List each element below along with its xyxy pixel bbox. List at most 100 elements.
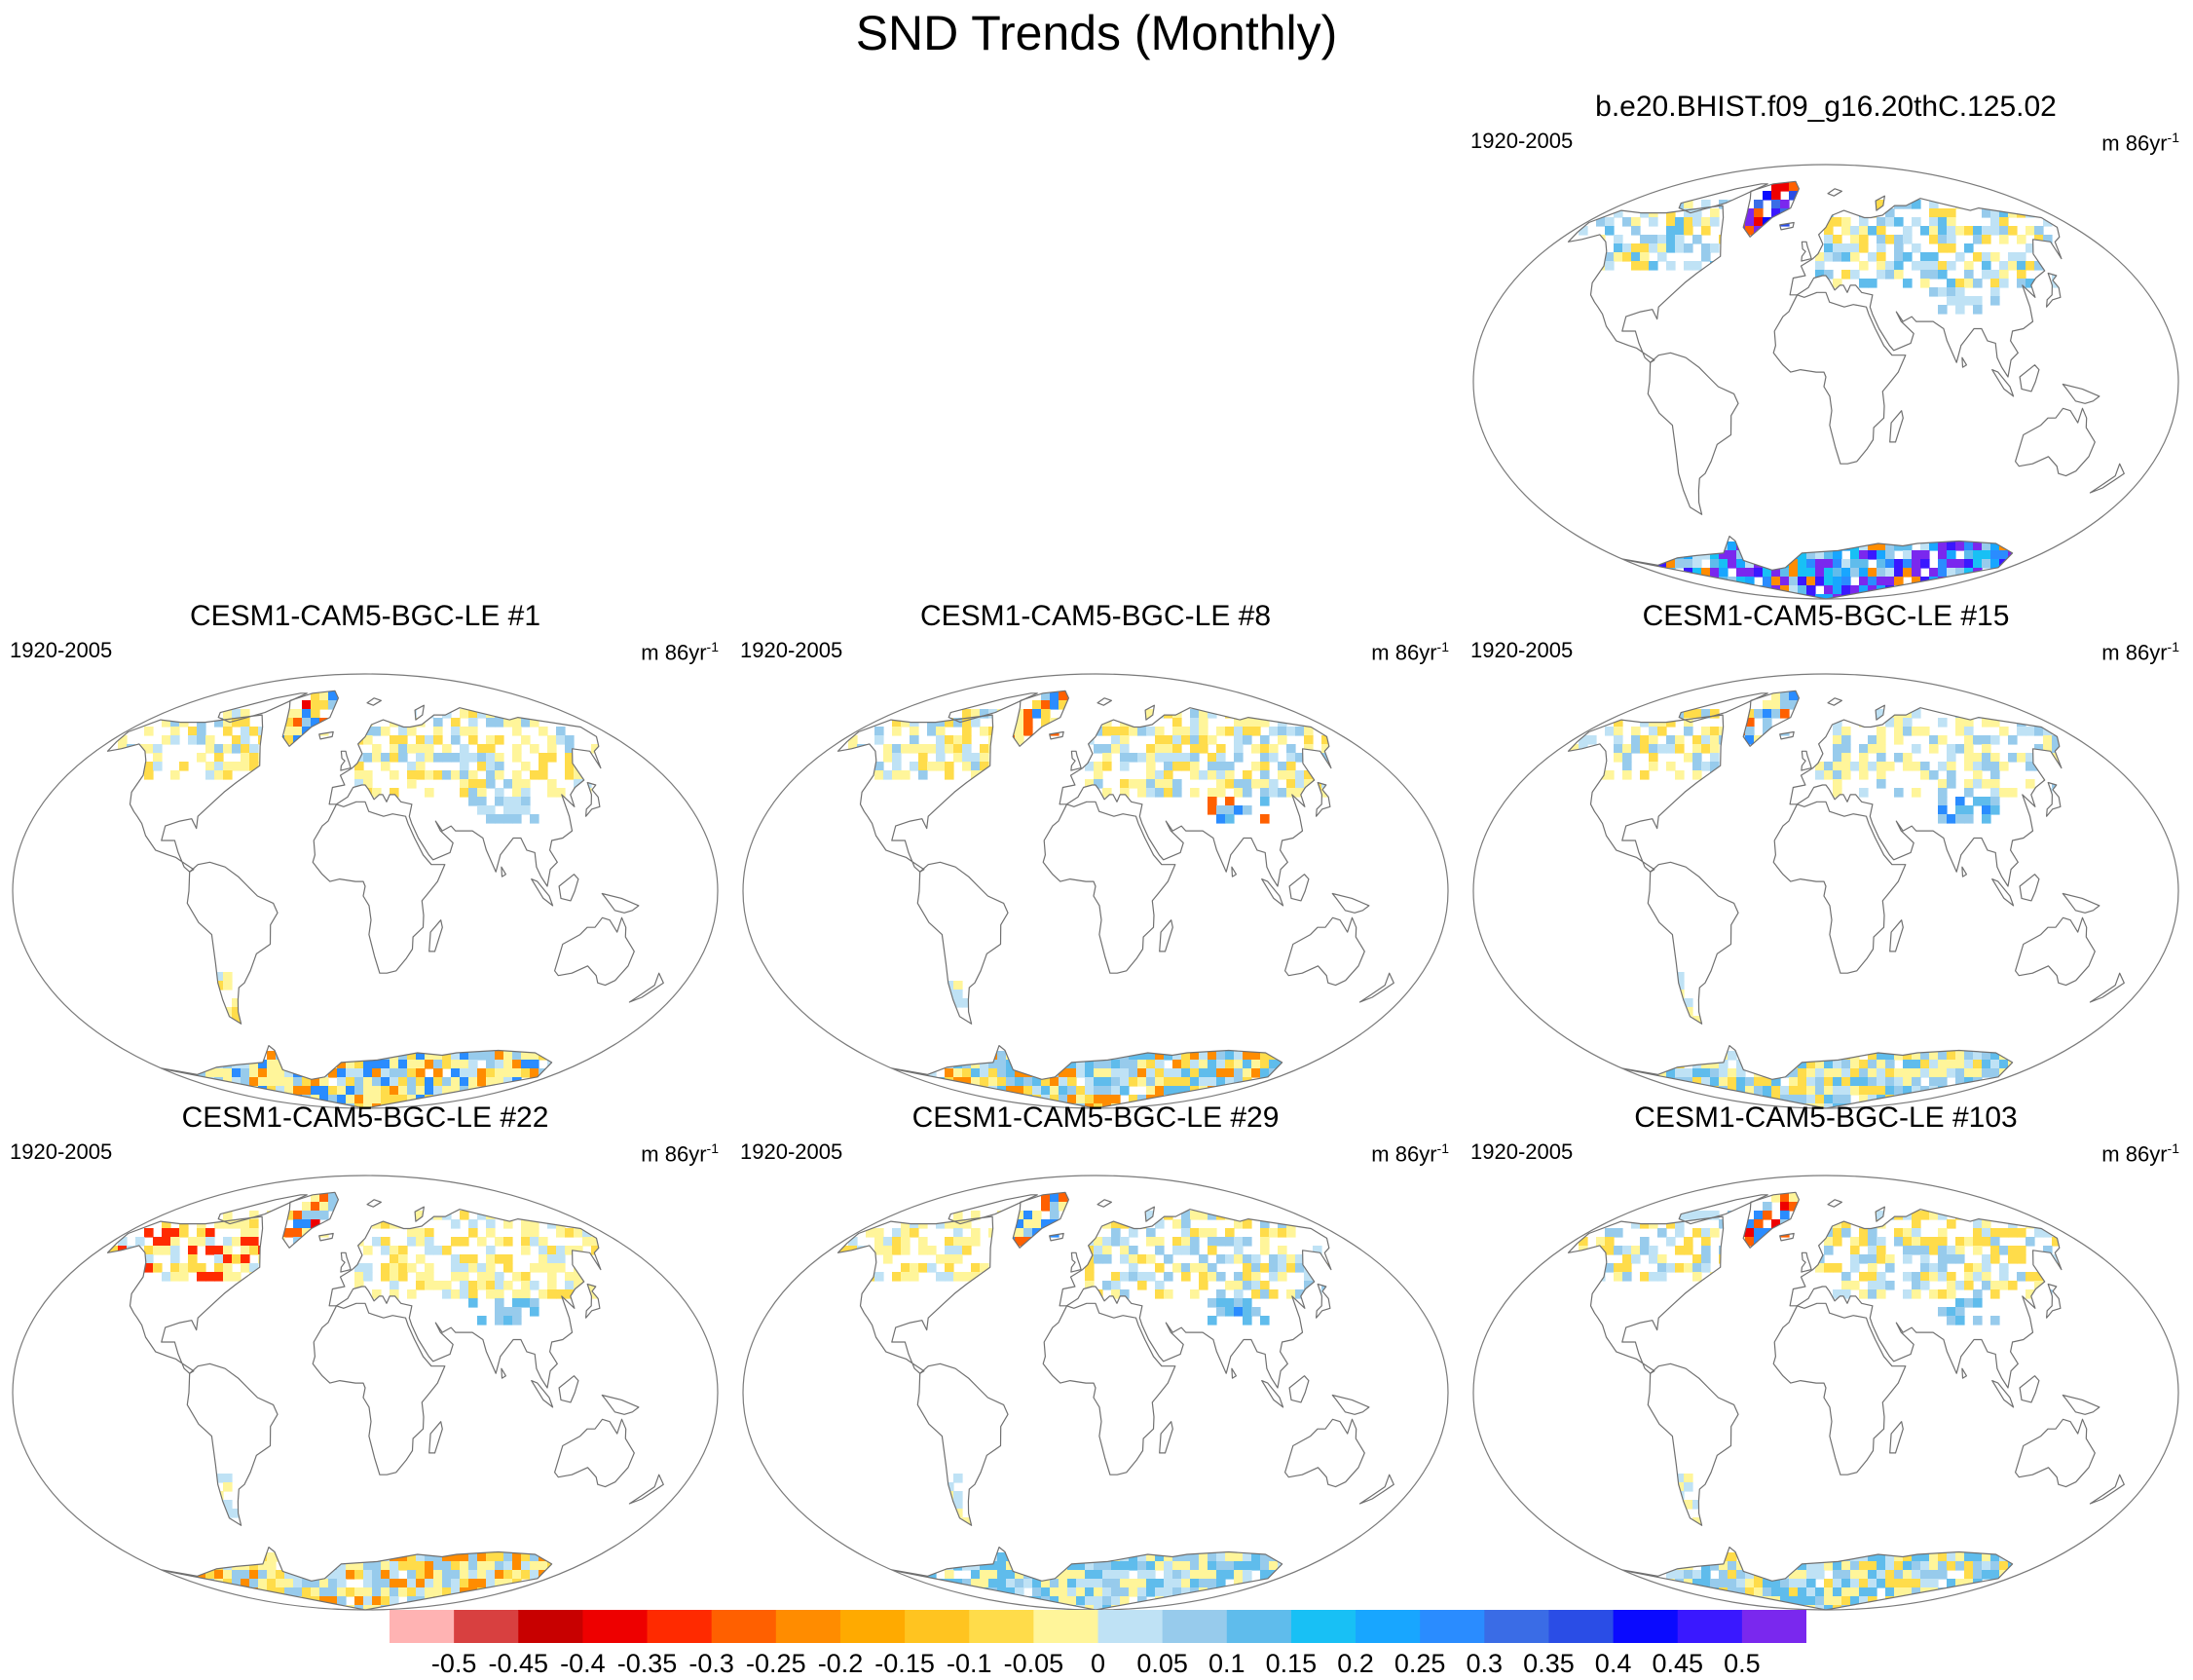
trend-field	[837, 691, 1393, 1108]
colorbar-swatch	[1097, 1610, 1164, 1643]
colorbar-swatch	[905, 1610, 970, 1643]
panel-title: CESM1-CAM5-BGC-LE #1	[189, 600, 541, 632]
coast-new-guinea	[601, 1394, 640, 1415]
coast-borneo	[2019, 364, 2040, 392]
colorbar-swatch	[390, 1610, 455, 1643]
coast-sumatra	[1261, 878, 1284, 907]
coast-arctic-isles	[217, 1194, 308, 1225]
coast-africa	[1772, 1302, 1907, 1475]
colorbar-swatch	[582, 1610, 648, 1643]
coast-madagascar	[1159, 919, 1173, 952]
coast-madagascar	[1889, 410, 1904, 443]
map-panel-member-1: CESM1-CAM5-BGC-LE #1 1920-2005 m 86yr-1	[0, 599, 730, 1110]
colorbar-tick-label: -0.2	[817, 1649, 864, 1678]
colorbar-tick-label: 0.2	[1337, 1649, 1374, 1678]
coast-iceland	[318, 1232, 334, 1242]
world-map	[12, 1175, 719, 1611]
coast-madagascar	[428, 919, 443, 952]
coast-australia	[1284, 916, 1365, 987]
panel-units: m 86yr-1	[2101, 130, 2179, 156]
colorbar-swatch	[1677, 1610, 1743, 1643]
colorbar-swatch	[1033, 1610, 1098, 1643]
panel-period: 1920-2005	[10, 638, 113, 662]
coast-japan	[1316, 781, 1331, 817]
map-panel-member-15: CESM1-CAM5-BGC-LE #15 1920-2005 m 86yr-1	[1461, 599, 2191, 1110]
coast-new-guinea	[1331, 1394, 1370, 1415]
coast-antarctica	[141, 1547, 553, 1610]
coast-australia	[2015, 407, 2096, 477]
coast-madagascar	[1889, 919, 1904, 952]
coast-borneo	[558, 874, 579, 902]
coast-africa	[312, 1302, 446, 1475]
map-border	[1472, 164, 2179, 600]
coast-novaya-zemlya	[1144, 1206, 1155, 1222]
world-map	[1472, 673, 2179, 1109]
coast-japan	[2046, 781, 2062, 817]
colorbar-swatch	[1290, 1610, 1357, 1643]
colorbar-swatch	[454, 1610, 519, 1643]
coast-australia	[2015, 916, 2096, 987]
map-panel-observed: b.e20.BHIST.f09_g16.20thC.125.02 1920-20…	[1461, 90, 2191, 601]
coast-antarctica	[872, 1045, 1283, 1108]
coast-iceland	[1779, 1232, 1795, 1242]
world-map	[1472, 164, 2179, 600]
coast-novaya-zemlya	[1875, 704, 1885, 721]
coast-south-america	[1647, 861, 1739, 1025]
colorbar-tick-label: -0.3	[688, 1649, 734, 1678]
panel-units: m 86yr-1	[1371, 1140, 1449, 1167]
panel-title: b.e20.BHIST.f09_g16.20thC.125.02	[1595, 91, 2057, 123]
coast-south-america	[186, 861, 279, 1025]
coast-iceland	[1049, 730, 1064, 740]
coast-svalbard	[366, 1199, 382, 1208]
coast-sumatra	[1261, 1380, 1284, 1408]
coast-north-america	[1567, 714, 1725, 873]
coast-new-zealand	[1358, 1474, 1394, 1505]
coast-japan	[2046, 1283, 2062, 1319]
coast-novaya-zemlya	[414, 1206, 425, 1222]
coast-antarctica	[141, 1045, 553, 1108]
coast-uk	[1070, 1251, 1082, 1273]
panel-units: m 86yr-1	[2101, 639, 2179, 665]
coast-north-america	[106, 1215, 264, 1374]
colorbar	[390, 1610, 1806, 1643]
coast-north-america	[836, 1215, 994, 1374]
panel-period: 1920-2005	[740, 638, 843, 662]
colorbar-tick-label: -0.15	[874, 1649, 935, 1678]
panel-units: m 86yr-1	[641, 1140, 719, 1167]
colorbar-swatch	[647, 1610, 713, 1643]
map-border	[1472, 1175, 2179, 1611]
coast-africa	[312, 801, 446, 974]
colorbar-swatch	[1484, 1610, 1549, 1643]
panel-title: CESM1-CAM5-BGC-LE #29	[911, 1101, 1280, 1134]
colorbar-tick-label: 0.1	[1208, 1649, 1245, 1678]
coast-new-zealand	[2089, 1474, 2125, 1505]
colorbar-tick-label: 0.25	[1394, 1649, 1446, 1678]
colorbar-tick-label: -0.05	[1003, 1649, 1064, 1678]
coast-greenland	[281, 1191, 339, 1249]
coast-antarctica	[1602, 536, 2014, 599]
coast-new-zealand	[628, 1474, 664, 1505]
coast-uk	[1070, 750, 1082, 771]
colorbar-tick-label: 0.3	[1466, 1649, 1504, 1678]
coast-novaya-zemlya	[1875, 1206, 1885, 1222]
coast-uk	[1801, 750, 1812, 771]
panel-period: 1920-2005	[1470, 638, 1574, 662]
trend-field	[107, 1193, 653, 1610]
coast-arctic-isles	[1678, 183, 1768, 214]
coast-australia	[554, 1418, 635, 1488]
colorbar-swatch	[518, 1610, 583, 1643]
coast-japan	[585, 781, 601, 817]
coast-north-america	[1567, 1215, 1725, 1374]
coast-greenland	[1012, 1191, 1069, 1249]
coast-sri-lanka	[1961, 866, 1967, 877]
colorbar-swatch	[1613, 1610, 1679, 1643]
coast-greenland	[1742, 1191, 1800, 1249]
map-border	[1472, 673, 2179, 1109]
coast-south-america	[916, 861, 1009, 1025]
coastlines	[836, 1191, 1394, 1610]
map-border	[742, 673, 1449, 1109]
coast-south-america	[186, 1363, 279, 1526]
panel-units: m 86yr-1	[1371, 639, 1449, 665]
panel-title: CESM1-CAM5-BGC-LE #15	[1642, 600, 2010, 632]
colorbar-swatch	[1226, 1610, 1292, 1643]
